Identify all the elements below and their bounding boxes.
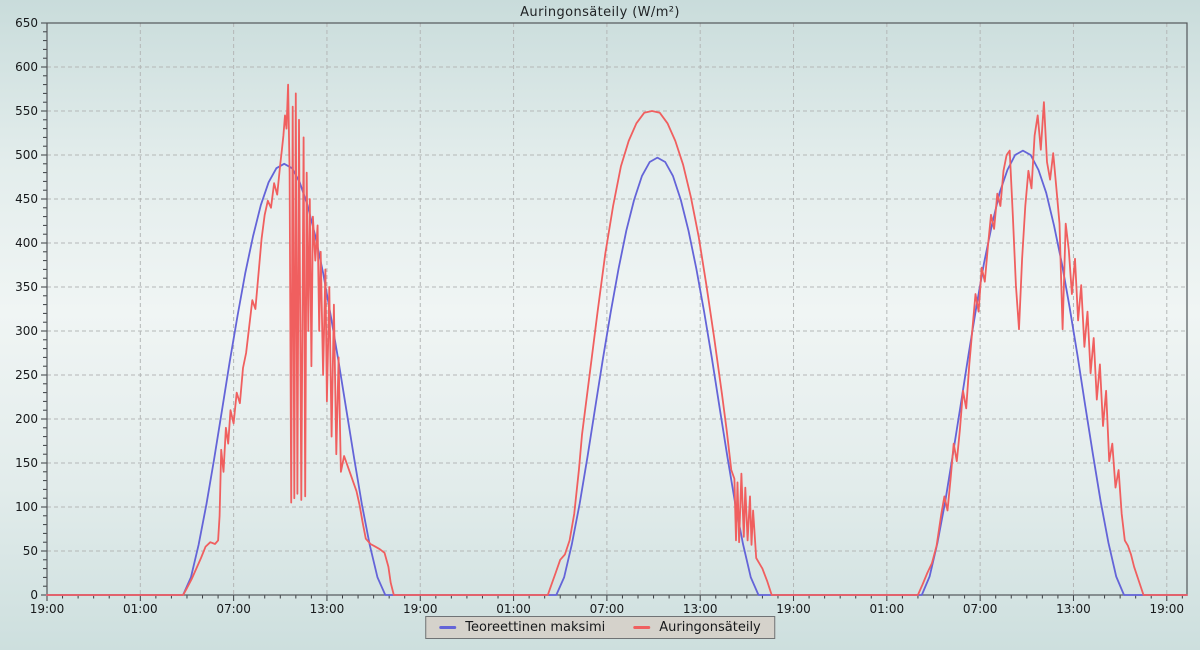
x-tick-label: 01:00 <box>870 602 905 616</box>
y-tick-label: 100 <box>15 500 38 514</box>
y-tick-label: 150 <box>15 456 38 470</box>
y-tick-label: 250 <box>15 368 38 382</box>
x-tick-label: 13:00 <box>1056 602 1091 616</box>
legend-item-teoreettinen-maksimi: Teoreettinen maksimi <box>439 620 605 635</box>
x-tick-label: 07:00 <box>590 602 625 616</box>
legend-line-sample-blue <box>439 626 457 629</box>
chart-title: Auringonsäteily (W/m²) <box>520 5 680 20</box>
y-tick-label: 550 <box>15 104 38 118</box>
x-tick-label: 07:00 <box>963 602 998 616</box>
y-tick-label: 600 <box>15 60 38 74</box>
x-tick-label: 19:00 <box>776 602 811 616</box>
x-tick-label: 19:00 <box>1149 602 1184 616</box>
y-tick-label: 300 <box>15 324 38 338</box>
x-tick-label: 07:00 <box>216 602 251 616</box>
x-tick-label: 19:00 <box>30 602 65 616</box>
y-tick-label: 0 <box>30 588 38 602</box>
y-tick-label: 50 <box>23 544 38 558</box>
x-tick-label: 13:00 <box>683 602 718 616</box>
x-tick-label: 13:00 <box>310 602 345 616</box>
x-tick-label: 01:00 <box>496 602 531 616</box>
y-tick-label: 200 <box>15 412 38 426</box>
legend-item-auringonsateily: Auringonsäteily <box>633 620 761 635</box>
y-tick-label: 650 <box>15 16 38 30</box>
series-line-teoreettinen-maksimi <box>46 149 1188 596</box>
chart-legend: Teoreettinen maksimi Auringonsäteily <box>425 616 775 639</box>
y-tick-label: 500 <box>15 148 38 162</box>
series-line-auringonsateily <box>46 83 1188 596</box>
y-tick-label: 350 <box>15 280 38 294</box>
legend-line-sample-red <box>633 626 651 629</box>
x-tick-label: 01:00 <box>123 602 158 616</box>
plot-border <box>46 22 1188 596</box>
y-tick-label: 450 <box>15 192 38 206</box>
y-tick-label: 400 <box>15 236 38 250</box>
legend-label-teoreettinen-maksimi: Teoreettinen maksimi <box>465 620 606 635</box>
legend-label-auringonsateily: Auringonsäteily <box>659 620 761 635</box>
x-tick-label: 19:00 <box>403 602 438 616</box>
